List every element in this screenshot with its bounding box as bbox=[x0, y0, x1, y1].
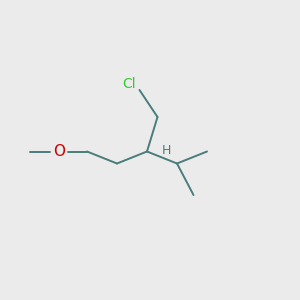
Text: Cl: Cl bbox=[122, 77, 136, 91]
Text: H: H bbox=[161, 144, 171, 158]
Text: O: O bbox=[53, 144, 65, 159]
